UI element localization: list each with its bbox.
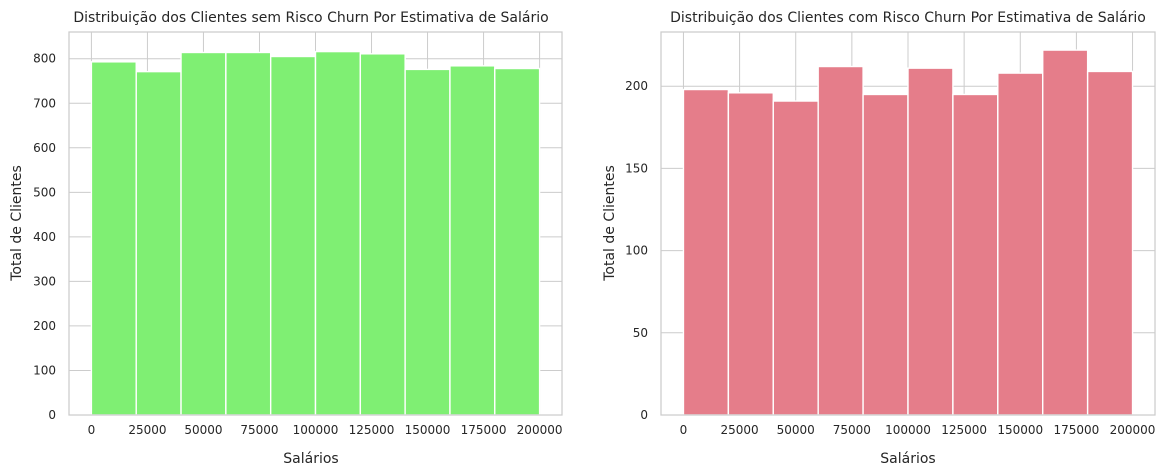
histogram-bar bbox=[269, 55, 317, 416]
y-tick-label: 150 bbox=[625, 161, 648, 175]
y-tick-label: 500 bbox=[33, 185, 56, 199]
x-tick-label: 75000 bbox=[833, 423, 871, 437]
histogram-bar bbox=[952, 93, 999, 416]
x-tick-label: 100000 bbox=[293, 423, 339, 437]
histogram-bar bbox=[1086, 70, 1134, 416]
x-tick-label: 125000 bbox=[941, 423, 987, 437]
y-tick-label: 800 bbox=[33, 52, 56, 66]
bars bbox=[682, 49, 1134, 416]
x-tick-label: 0 bbox=[680, 423, 688, 437]
x-tick-label: 0 bbox=[88, 423, 96, 437]
x-tick-label: 150000 bbox=[405, 423, 451, 437]
plot-frame bbox=[660, 31, 1156, 416]
histogram-bar bbox=[682, 88, 730, 416]
y-axis-label: Total de Clientes bbox=[9, 165, 25, 282]
histogram-bar bbox=[135, 70, 182, 416]
histogram-bar bbox=[359, 53, 406, 416]
x-tick-label: 175000 bbox=[1054, 423, 1100, 437]
x-tick-label: 25000 bbox=[128, 423, 166, 437]
y-tick-label: 700 bbox=[33, 96, 56, 110]
y-tick-label: 100 bbox=[625, 244, 648, 258]
y-tick-label: 0 bbox=[48, 408, 56, 422]
x-tick-label: 150000 bbox=[997, 423, 1043, 437]
histogram-bar bbox=[494, 67, 541, 416]
y-tick-label: 600 bbox=[33, 141, 56, 155]
histogram-bar bbox=[404, 68, 451, 416]
y-tick-label: 100 bbox=[33, 363, 56, 377]
y-tick-label: 200 bbox=[625, 79, 648, 93]
chart-com-risco: Distribuição dos Clientes com Risco Chur… bbox=[602, 10, 1156, 467]
histogram-bar bbox=[180, 51, 227, 416]
histogram-bar bbox=[449, 65, 496, 416]
y-tick-label: 0 bbox=[640, 408, 648, 422]
y-axis-label: Total de Clientes bbox=[602, 165, 618, 282]
x-tick-label: 50000 bbox=[184, 423, 222, 437]
y-tick-label: 300 bbox=[33, 274, 56, 288]
x-axis-label: Salários bbox=[880, 451, 935, 467]
x-tick-label: 25000 bbox=[720, 423, 758, 437]
chart-title: Distribuição dos Clientes sem Risco Chur… bbox=[73, 10, 548, 26]
y-tick-label: 200 bbox=[33, 319, 56, 333]
x-tick-label: 200000 bbox=[1110, 423, 1156, 437]
plot-frame bbox=[68, 31, 563, 416]
histogram-bar bbox=[907, 67, 954, 416]
x-tick-label: 175000 bbox=[461, 423, 507, 437]
x-tick-label: 200000 bbox=[517, 423, 563, 437]
x-axis-label: Salários bbox=[283, 451, 338, 467]
histogram-bar bbox=[997, 72, 1044, 416]
bars bbox=[90, 50, 541, 416]
x-tick-label: 50000 bbox=[777, 423, 815, 437]
x-tick-label: 75000 bbox=[240, 423, 278, 437]
histogram-bar bbox=[314, 50, 362, 416]
histogram-bar bbox=[817, 65, 864, 416]
histogram-bar bbox=[862, 93, 909, 416]
x-tick-label: 100000 bbox=[885, 423, 931, 437]
chart-sem-risco: Distribuição dos Clientes sem Risco Chur… bbox=[9, 10, 563, 467]
x-tick-label: 125000 bbox=[349, 423, 395, 437]
histogram-bar bbox=[90, 61, 137, 416]
histogram-bar bbox=[772, 100, 819, 416]
histogram-bar bbox=[1042, 49, 1089, 416]
y-tick-label: 50 bbox=[633, 326, 648, 340]
histogram-bar bbox=[727, 92, 774, 416]
histogram-bar bbox=[225, 51, 272, 416]
chart-title: Distribuição dos Clientes com Risco Chur… bbox=[670, 10, 1146, 26]
y-tick-label: 400 bbox=[33, 230, 56, 244]
